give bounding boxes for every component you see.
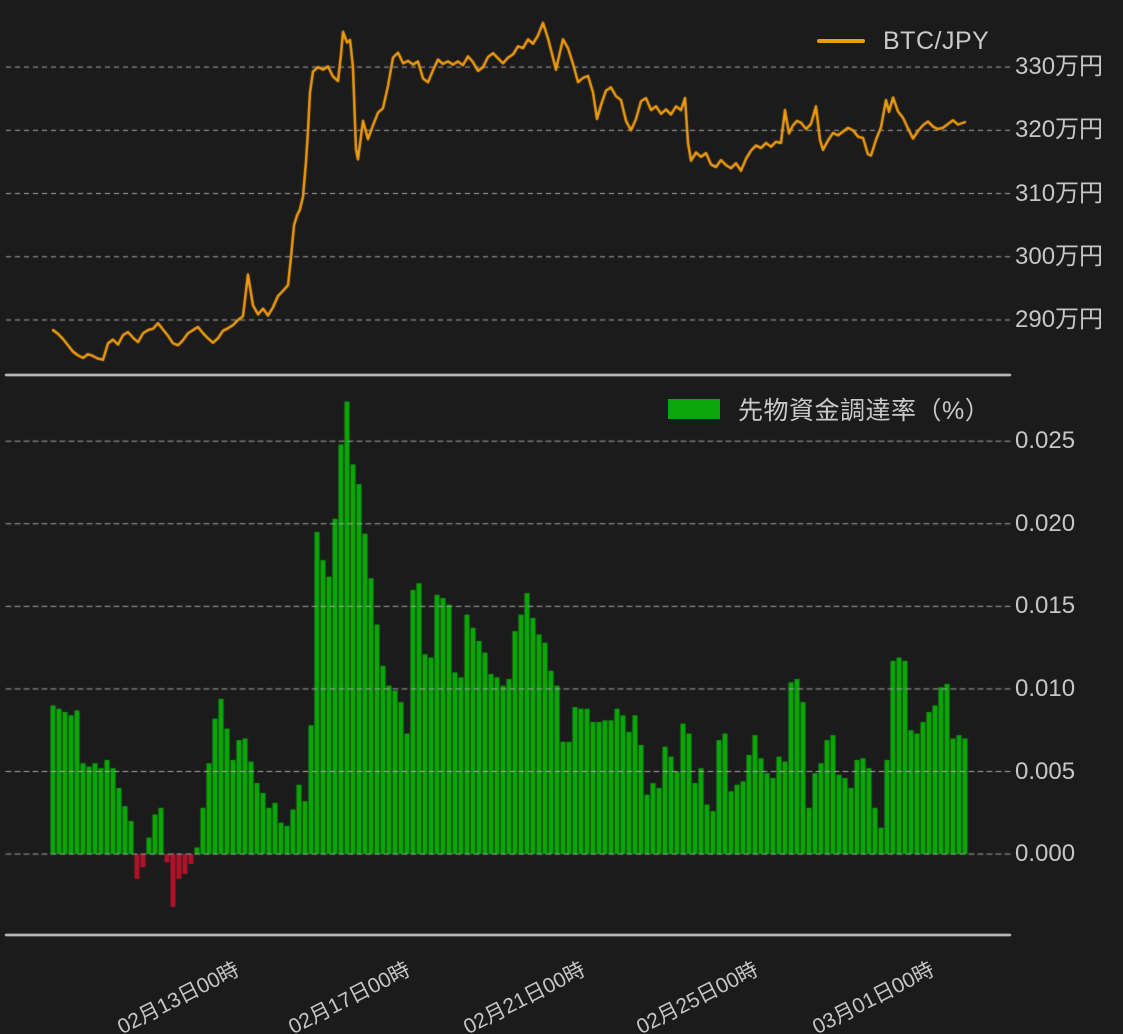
legend-label-btc-jpy: BTC/JPY xyxy=(883,26,990,55)
y-tick-label: 0.015 xyxy=(1015,592,1076,620)
y-tick-label: 320万円 xyxy=(1015,116,1104,144)
y-tick-label: 290万円 xyxy=(1015,305,1104,333)
y-tick-label: 300万円 xyxy=(1015,242,1104,270)
y-tick-label: 310万円 xyxy=(1015,179,1104,207)
y-tick-label: 0.005 xyxy=(1015,757,1076,785)
legend-rect-swatch xyxy=(668,399,720,419)
legend-line-swatch xyxy=(817,39,865,43)
y-tick-label: 0.010 xyxy=(1015,674,1076,702)
y-tick-label: 0.025 xyxy=(1015,427,1076,455)
y-tick-label: 0.000 xyxy=(1015,840,1076,868)
btc-jpy-legend: BTC/JPY xyxy=(817,27,989,55)
funding-rate-legend: 先物資金調達率（%） xyxy=(668,396,990,425)
legend-label-funding-rate: 先物資金調達率（%） xyxy=(738,397,991,425)
y-tick-label: 330万円 xyxy=(1015,53,1104,81)
y-tick-label: 0.020 xyxy=(1015,509,1076,537)
